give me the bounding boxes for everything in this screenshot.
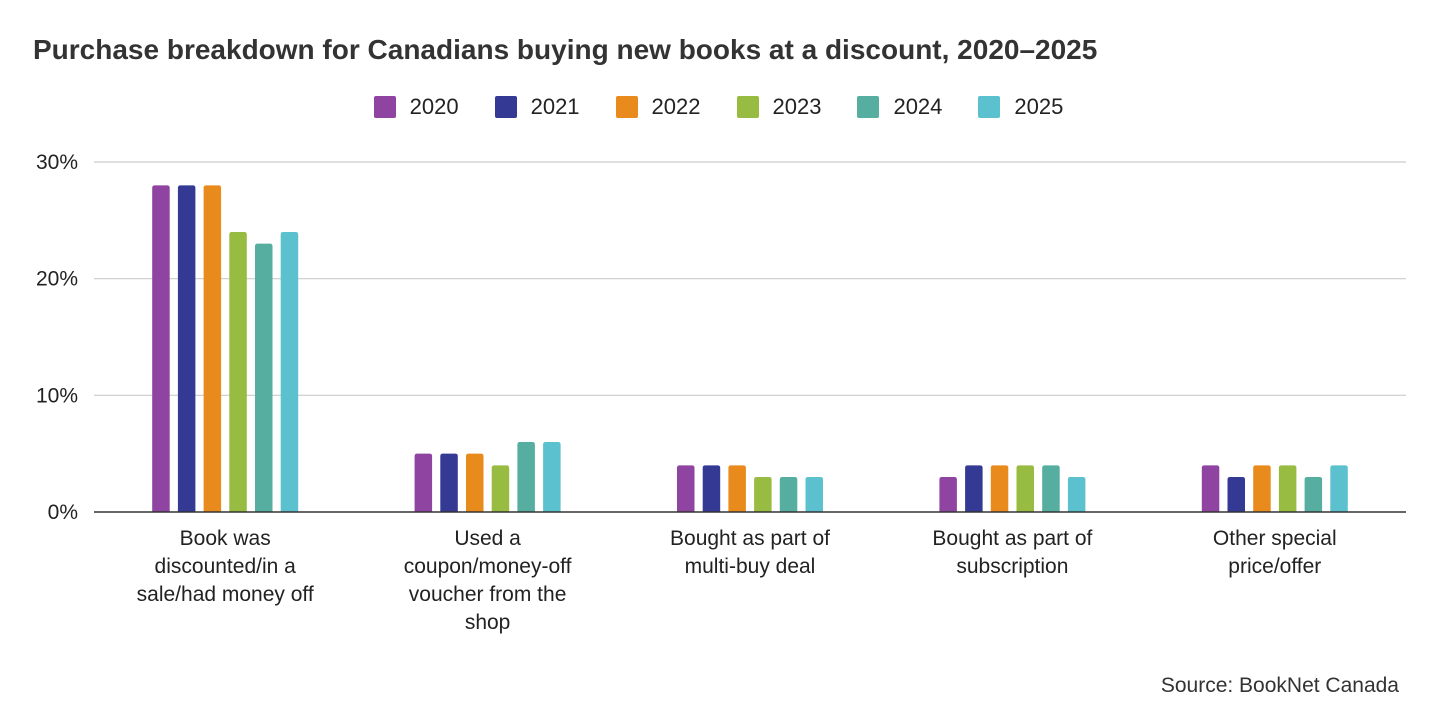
- x-category-label: Bought as part of subscription: [932, 527, 1092, 578]
- bar-2020-cat5: [1201, 465, 1220, 512]
- bar-2022-cat5: [1253, 465, 1271, 512]
- bar-2025-cat4: [1067, 477, 1086, 512]
- x-category-label-line: subscription: [956, 555, 1068, 578]
- x-category-label-line: shop: [465, 611, 511, 634]
- bar-2023-cat2: [491, 465, 510, 512]
- x-category-label: Other special price/offer: [1213, 527, 1337, 578]
- x-category-label-line: voucher from the: [409, 583, 567, 606]
- bar-2023-cat1: [229, 232, 247, 512]
- bar-2024-cat3: [779, 477, 798, 512]
- bar-2022-cat4: [990, 465, 1009, 512]
- x-category-label-line: Book was: [180, 527, 271, 550]
- legend-label-2022: 2022: [651, 94, 701, 119]
- bar-2022-cat3: [728, 465, 746, 512]
- bar-2020-cat4: [939, 477, 957, 512]
- x-category-label-line: Other special: [1213, 527, 1337, 550]
- legend-item-2021: 2021: [494, 94, 580, 120]
- legend-item-2025: 2025: [978, 94, 1063, 120]
- legend-label-2020: 2020: [409, 94, 459, 119]
- bar-2024-cat2: [517, 442, 535, 512]
- legend-label-2024: 2024: [893, 94, 943, 119]
- y-tick-label: 30%: [36, 151, 78, 174]
- x-category-label-line: multi-buy deal: [685, 555, 816, 578]
- x-category-label-line: price/offer: [1228, 555, 1321, 578]
- bar-2024-cat5: [1304, 477, 1323, 512]
- legend: 2020 2021 2022 2023 2024 2025: [0, 94, 1437, 120]
- bar-2021-cat4: [965, 465, 983, 512]
- legend-swatch-2025: [978, 96, 1001, 118]
- bar-2022-cat1: [203, 185, 222, 513]
- bar-2021-cat5: [1227, 477, 1245, 512]
- legend-item-2022: 2022: [615, 94, 701, 120]
- bar-2024-cat1: [255, 243, 273, 512]
- bar-2025-cat5: [1330, 465, 1348, 512]
- bar-2020-cat1: [152, 185, 170, 513]
- legend-swatch-2022: [615, 96, 638, 118]
- bar-2025-cat2: [543, 442, 561, 512]
- bar-2023-cat5: [1278, 465, 1297, 512]
- legend-item-2020: 2020: [373, 94, 459, 120]
- x-category-label: Used a coupon/money-off voucher from the sh…: [404, 527, 572, 634]
- x-category-label-line: Bought as part of: [670, 527, 830, 550]
- bar-2022-cat2: [466, 453, 484, 512]
- bar-2021-cat3: [702, 465, 721, 512]
- bar-2021-cat1: [177, 185, 196, 513]
- x-category-label-line: coupon/money-off: [404, 555, 572, 578]
- legend-item-2023: 2023: [736, 94, 822, 120]
- x-category-label: Book was discounted/in a sale/had money of…: [137, 527, 314, 606]
- legend-swatch-2024: [857, 96, 880, 118]
- y-tick-label: 0%: [48, 501, 78, 524]
- legend-label-2021: 2021: [530, 94, 580, 119]
- source-note: Source: BookNet Canada: [1160, 674, 1399, 697]
- legend-swatch-2023: [736, 96, 759, 118]
- bar-2024-cat4: [1042, 465, 1060, 512]
- x-category-label-line: discounted/in a: [155, 555, 297, 578]
- bar-2025-cat3: [805, 477, 823, 512]
- y-tick-label: 10%: [36, 384, 78, 407]
- legend-label-2025: 2025: [1014, 94, 1064, 119]
- bar-2023-cat4: [1016, 465, 1034, 512]
- chart-title: Purchase breakdown for Canadians buying …: [33, 34, 1098, 65]
- y-tick-label: 20%: [36, 268, 78, 291]
- x-category-label-line: Used a: [454, 527, 521, 550]
- legend-item-2024: 2024: [857, 94, 942, 120]
- x-category-label-line: Bought as part of: [932, 527, 1092, 550]
- legend-swatch-2021: [494, 96, 517, 118]
- bar-2023-cat3: [754, 477, 772, 512]
- x-category-label-line: sale/had money off: [137, 583, 314, 606]
- bar-2025-cat1: [280, 232, 299, 512]
- legend-label-2023: 2023: [772, 94, 822, 119]
- bar-2021-cat2: [440, 453, 458, 512]
- x-category-label: Bought as part of multi-buy deal: [670, 527, 830, 578]
- bar-2020-cat3: [677, 465, 695, 512]
- bar-2020-cat2: [414, 453, 433, 512]
- legend-swatch-2020: [373, 96, 396, 118]
